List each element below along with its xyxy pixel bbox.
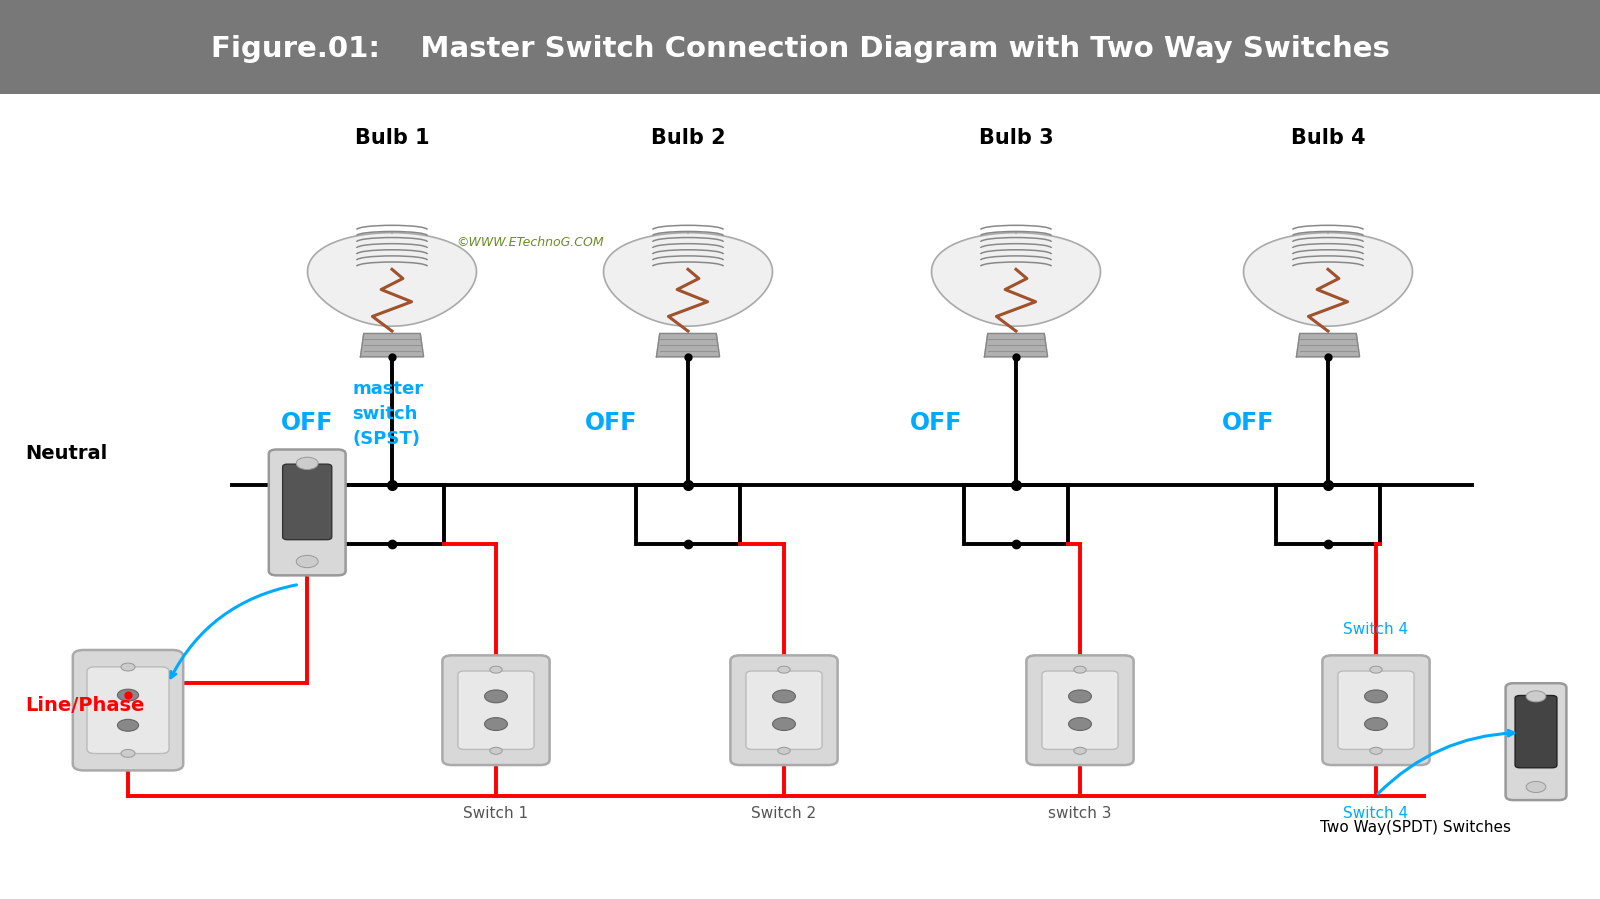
Polygon shape <box>656 334 720 357</box>
Circle shape <box>1526 690 1546 702</box>
Text: OFF: OFF <box>282 411 333 434</box>
Text: switch 3: switch 3 <box>1048 806 1112 821</box>
Text: Switch 4: Switch 4 <box>1344 622 1408 636</box>
Circle shape <box>485 690 507 703</box>
Polygon shape <box>984 334 1048 357</box>
Circle shape <box>1074 666 1086 673</box>
Circle shape <box>778 747 790 754</box>
Polygon shape <box>1296 334 1360 357</box>
Text: ©WWW.ETechnoG.COM: ©WWW.ETechnoG.COM <box>456 236 603 249</box>
FancyBboxPatch shape <box>269 450 346 575</box>
FancyBboxPatch shape <box>1042 671 1118 750</box>
Text: Bulb 1: Bulb 1 <box>355 129 429 148</box>
Text: OFF: OFF <box>586 411 637 434</box>
Circle shape <box>773 690 795 703</box>
Bar <box>1277 485 1379 544</box>
Circle shape <box>1069 690 1091 703</box>
Circle shape <box>122 663 134 671</box>
Text: Two Way(SPDT) Switches: Two Way(SPDT) Switches <box>1320 820 1512 834</box>
FancyBboxPatch shape <box>1506 683 1566 800</box>
Circle shape <box>1074 747 1086 754</box>
Circle shape <box>117 719 139 731</box>
Polygon shape <box>931 233 1101 326</box>
FancyBboxPatch shape <box>283 464 331 539</box>
Circle shape <box>1365 717 1387 731</box>
Circle shape <box>1370 747 1382 754</box>
FancyBboxPatch shape <box>730 655 838 765</box>
Circle shape <box>117 690 139 701</box>
FancyBboxPatch shape <box>86 667 170 753</box>
FancyBboxPatch shape <box>1338 671 1414 750</box>
Text: Switch 1: Switch 1 <box>464 806 528 821</box>
Polygon shape <box>1243 233 1413 326</box>
FancyBboxPatch shape <box>74 650 184 770</box>
Text: Bulb 3: Bulb 3 <box>979 129 1053 148</box>
Polygon shape <box>307 233 477 326</box>
FancyBboxPatch shape <box>442 655 550 765</box>
Polygon shape <box>360 334 424 357</box>
Polygon shape <box>603 233 773 326</box>
FancyBboxPatch shape <box>1515 696 1557 768</box>
Circle shape <box>1370 666 1382 673</box>
Circle shape <box>773 717 795 731</box>
Text: Switch 4: Switch 4 <box>1344 806 1408 821</box>
Bar <box>0 0 1600 94</box>
Text: Switch 2: Switch 2 <box>752 806 816 821</box>
Text: Figure.01:    Master Switch Connection Diagram with Two Way Switches: Figure.01: Master Switch Connection Diag… <box>211 35 1389 64</box>
Text: Bulb 2: Bulb 2 <box>651 129 725 148</box>
Circle shape <box>778 666 790 673</box>
Circle shape <box>296 556 318 567</box>
Circle shape <box>1069 717 1091 731</box>
Text: Bulb 4: Bulb 4 <box>1291 129 1365 148</box>
Text: Line/Phase: Line/Phase <box>26 696 146 716</box>
Bar <box>963 485 1069 544</box>
Bar <box>637 485 739 544</box>
FancyBboxPatch shape <box>1027 655 1134 765</box>
Circle shape <box>1365 690 1387 703</box>
FancyBboxPatch shape <box>746 671 822 750</box>
Circle shape <box>296 458 318 469</box>
Bar <box>339 485 443 544</box>
Circle shape <box>485 717 507 731</box>
Text: OFF: OFF <box>910 411 962 434</box>
Circle shape <box>122 750 134 757</box>
Circle shape <box>1526 781 1546 793</box>
Text: OFF: OFF <box>1222 411 1274 434</box>
FancyBboxPatch shape <box>458 671 534 750</box>
Circle shape <box>490 747 502 754</box>
Circle shape <box>490 666 502 673</box>
Text: master
switch
(SPST): master switch (SPST) <box>352 379 422 448</box>
Text: Neutral: Neutral <box>26 444 107 464</box>
FancyBboxPatch shape <box>1323 655 1430 765</box>
